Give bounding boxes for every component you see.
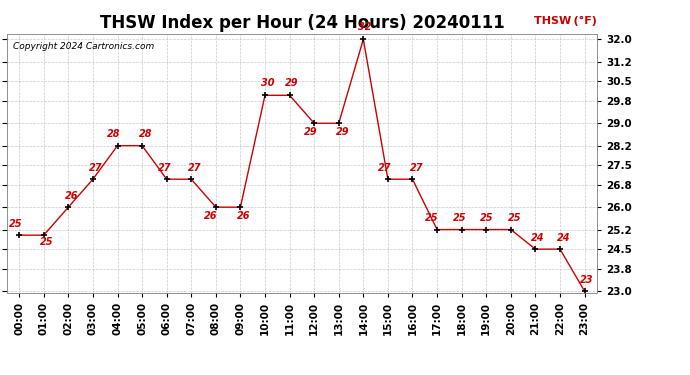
Text: 24: 24	[531, 233, 544, 243]
Text: 26: 26	[204, 211, 217, 221]
Text: 25: 25	[508, 213, 521, 223]
Text: 26: 26	[237, 211, 251, 221]
Text: 26: 26	[66, 191, 79, 201]
Text: 25: 25	[480, 213, 493, 223]
Text: 27: 27	[157, 163, 171, 173]
Text: 24: 24	[557, 233, 571, 243]
Text: 25: 25	[39, 237, 53, 247]
Text: 23: 23	[580, 275, 594, 285]
Text: 29: 29	[304, 127, 317, 137]
Text: 27: 27	[188, 163, 201, 173]
Text: 28: 28	[139, 129, 152, 140]
Text: 25: 25	[426, 213, 439, 223]
Text: Copyright 2024 Cartronics.com: Copyright 2024 Cartronics.com	[13, 42, 154, 51]
Text: 27: 27	[409, 163, 423, 173]
Text: THSW (°F): THSW (°F)	[534, 16, 597, 26]
Text: 30: 30	[261, 78, 274, 88]
Text: 29: 29	[285, 78, 299, 88]
Text: 32: 32	[358, 22, 371, 32]
Text: 25: 25	[9, 219, 22, 229]
Title: THSW Index per Hour (24 Hours) 20240111: THSW Index per Hour (24 Hours) 20240111	[99, 14, 504, 32]
Text: 28: 28	[107, 129, 121, 140]
Text: 27: 27	[88, 163, 102, 173]
Text: 27: 27	[377, 163, 391, 173]
Text: 25: 25	[453, 213, 466, 223]
Text: 29: 29	[335, 127, 349, 137]
